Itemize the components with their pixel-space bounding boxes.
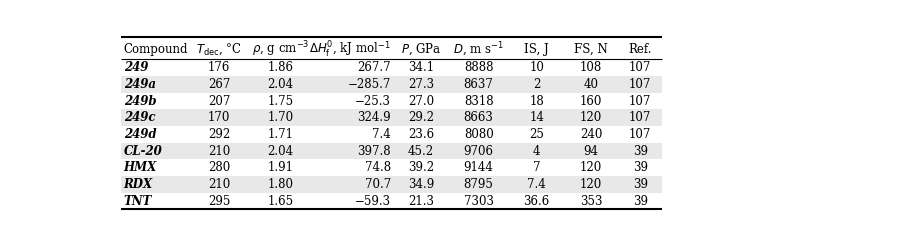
Text: 39: 39 (633, 145, 648, 158)
Text: 107: 107 (629, 61, 652, 74)
Text: RDX: RDX (123, 178, 153, 191)
Text: 7.4: 7.4 (372, 128, 391, 141)
Text: 324.9: 324.9 (357, 111, 391, 124)
Text: 10: 10 (529, 61, 544, 74)
Text: 39: 39 (633, 195, 648, 208)
Bar (121, 109, 662, 126)
Text: Ref.: Ref. (628, 43, 652, 56)
Text: 1.91: 1.91 (267, 161, 293, 174)
Bar (121, 143, 662, 159)
Text: 9144: 9144 (464, 161, 493, 174)
Text: FS, N: FS, N (574, 43, 608, 56)
Text: 8795: 8795 (464, 178, 493, 191)
Text: 1.80: 1.80 (267, 178, 293, 191)
Text: 107: 107 (629, 78, 652, 91)
Text: 1.70: 1.70 (267, 111, 293, 124)
Text: 267.7: 267.7 (357, 61, 391, 74)
Text: 27.0: 27.0 (408, 95, 434, 108)
Text: 176: 176 (208, 61, 230, 74)
Text: 107: 107 (629, 111, 652, 124)
Text: −285.7: −285.7 (347, 78, 391, 91)
Text: 120: 120 (580, 178, 602, 191)
Text: 1.75: 1.75 (267, 95, 293, 108)
Text: 1.65: 1.65 (267, 195, 293, 208)
Text: 249b: 249b (123, 95, 157, 108)
Text: $\rho$, g cm$^{-3}$: $\rho$, g cm$^{-3}$ (252, 40, 310, 60)
Text: $P$, GPa: $P$, GPa (400, 42, 441, 57)
Text: 267: 267 (208, 78, 230, 91)
Text: 107: 107 (629, 128, 652, 141)
Text: 45.2: 45.2 (408, 145, 434, 158)
Text: 249: 249 (123, 61, 148, 74)
Text: 34.9: 34.9 (408, 178, 434, 191)
Text: 70.7: 70.7 (364, 178, 391, 191)
Text: 240: 240 (580, 128, 602, 141)
Text: $\Delta H_{\rm f}^{0}$, kJ mol$^{-1}$: $\Delta H_{\rm f}^{0}$, kJ mol$^{-1}$ (309, 40, 391, 60)
Text: 120: 120 (580, 161, 602, 174)
Text: 7: 7 (533, 161, 540, 174)
Text: 7303: 7303 (464, 195, 494, 208)
Text: 29.2: 29.2 (408, 111, 434, 124)
Text: 8318: 8318 (464, 95, 493, 108)
Text: 25: 25 (529, 128, 544, 141)
Text: 292: 292 (208, 128, 230, 141)
Text: 39: 39 (633, 161, 648, 174)
Text: 120: 120 (580, 111, 602, 124)
Text: 2.04: 2.04 (267, 78, 293, 91)
Text: 249c: 249c (123, 111, 155, 124)
Text: CL-20: CL-20 (123, 145, 162, 158)
Text: 8080: 8080 (464, 128, 493, 141)
Text: 39.2: 39.2 (408, 161, 434, 174)
Text: 94: 94 (583, 145, 599, 158)
Text: 8888: 8888 (464, 61, 493, 74)
Text: 9706: 9706 (464, 145, 494, 158)
Text: 14: 14 (529, 111, 544, 124)
Text: 7.4: 7.4 (527, 178, 546, 191)
Text: 21.3: 21.3 (408, 195, 434, 208)
Text: TNT: TNT (123, 195, 152, 208)
Text: 280: 280 (208, 161, 230, 174)
Text: 210: 210 (208, 178, 230, 191)
Text: 207: 207 (208, 95, 230, 108)
Text: 2: 2 (533, 78, 540, 91)
Text: 4: 4 (533, 145, 540, 158)
Text: Compound: Compound (123, 43, 188, 56)
Bar (121, 176, 662, 193)
Text: 74.8: 74.8 (364, 161, 391, 174)
Text: 8663: 8663 (464, 111, 493, 124)
Text: 107: 107 (629, 95, 652, 108)
Text: 1.86: 1.86 (267, 61, 293, 74)
Text: 2.04: 2.04 (267, 145, 293, 158)
Text: −25.3: −25.3 (355, 95, 391, 108)
Text: $T_{\rm dec}$, °C: $T_{\rm dec}$, °C (196, 42, 242, 57)
Text: 8637: 8637 (464, 78, 493, 91)
Text: 397.8: 397.8 (357, 145, 391, 158)
Text: 249d: 249d (123, 128, 157, 141)
Text: 210: 210 (208, 145, 230, 158)
Text: 36.6: 36.6 (524, 195, 550, 208)
Text: 295: 295 (208, 195, 230, 208)
Text: 249a: 249a (123, 78, 156, 91)
Text: 160: 160 (580, 95, 602, 108)
Text: 353: 353 (580, 195, 602, 208)
Text: 23.6: 23.6 (408, 128, 434, 141)
Bar (121, 76, 662, 93)
Text: HMX: HMX (123, 161, 157, 174)
Text: 34.1: 34.1 (408, 61, 434, 74)
Text: 39: 39 (633, 178, 648, 191)
Text: −59.3: −59.3 (355, 195, 391, 208)
Text: 27.3: 27.3 (408, 78, 434, 91)
Text: 170: 170 (208, 111, 230, 124)
Text: 108: 108 (580, 61, 602, 74)
Text: 1.71: 1.71 (267, 128, 293, 141)
Text: $D$, m s$^{-1}$: $D$, m s$^{-1}$ (454, 41, 504, 59)
Text: 18: 18 (529, 95, 544, 108)
Text: IS, J: IS, J (524, 43, 549, 56)
Text: 40: 40 (583, 78, 599, 91)
